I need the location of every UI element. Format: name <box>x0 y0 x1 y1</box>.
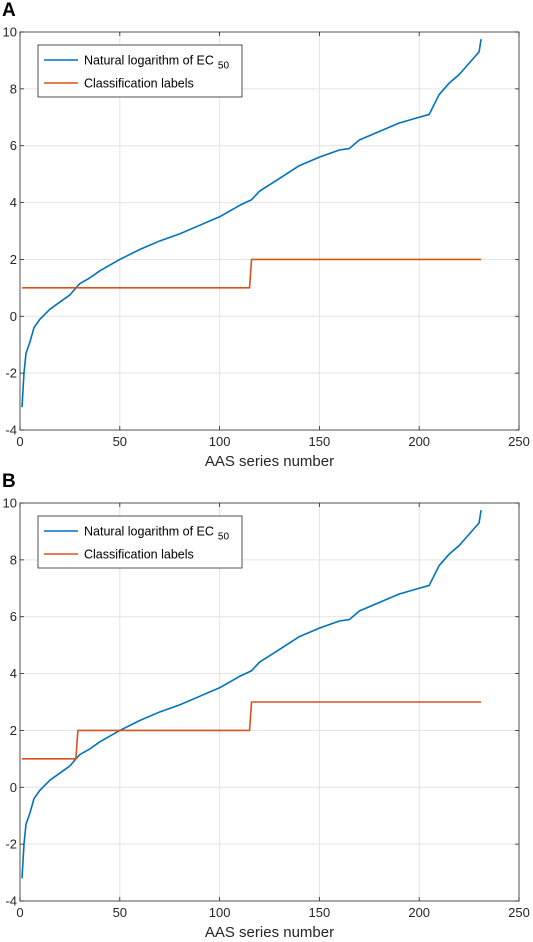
y-tick-label: 2 <box>10 252 17 267</box>
x-tick-label: 100 <box>209 434 231 449</box>
series-line-0 <box>21 38 482 408</box>
series-line-1 <box>22 701 482 760</box>
series-line-0 <box>21 509 482 879</box>
y-tick-label: 8 <box>10 81 17 96</box>
y-tick-label: 4 <box>10 666 17 681</box>
legend-label: Natural logarithm of EC 50 <box>84 54 229 72</box>
legend-box <box>37 44 243 98</box>
legend-label-subscript: 50 <box>218 61 230 72</box>
y-tick-label: 10 <box>3 25 17 40</box>
x-tick-label: 50 <box>113 434 127 449</box>
y-tick-label: 0 <box>10 309 17 324</box>
y-tick-label: 6 <box>10 609 17 624</box>
x-axis-label: AAS series number <box>205 924 334 941</box>
legend-label: Classification labels <box>84 548 194 562</box>
series-line-1 <box>22 258 482 289</box>
x-tick-label: 250 <box>508 434 530 449</box>
x-tick-label: 150 <box>309 434 331 449</box>
legend-box <box>37 515 243 569</box>
legend-label: Natural logarithm of EC 50 <box>84 525 229 543</box>
chart-panel-a: A 0 50 100 150 200 250 -4 -2 0 2 4 6 8 10 AAS series n… <box>2 0 530 471</box>
x-tick-label: 200 <box>408 434 430 449</box>
y-tick-label: 4 <box>10 195 17 210</box>
chart-panel-b: B 0 50 100 150 200 250 -4 -2 0 2 4 6 8 10 AAS series n… <box>0 471 533 942</box>
y-tick-label: -4 <box>5 894 17 909</box>
panel-letter: B <box>2 471 16 492</box>
x-tick-label: 200 <box>408 905 430 920</box>
y-tick-label: 2 <box>10 723 17 738</box>
axes-box <box>19 31 520 431</box>
x-tick-label: 250 <box>508 905 530 920</box>
x-axis-label: AAS series number <box>205 453 334 470</box>
chart-a-svg: 0 50 100 150 200 250 -4 -2 0 2 4 6 8 10 AAS series num… <box>3 25 530 471</box>
x-tick-label: 0 <box>16 905 23 920</box>
panel-letter: A <box>2 0 16 21</box>
legend-label-subscript: 50 <box>218 532 230 543</box>
plot-area <box>20 32 519 430</box>
y-tick-label: 10 <box>3 496 17 511</box>
y-tick-label: -2 <box>5 837 17 852</box>
axes-box <box>19 502 520 902</box>
legend-label: Classification labels <box>84 77 194 91</box>
x-tick-label: 100 <box>209 905 231 920</box>
y-tick-label: -2 <box>5 366 17 381</box>
y-tick-label: 0 <box>10 780 17 795</box>
x-tick-label: 50 <box>113 905 127 920</box>
x-tick-label: 150 <box>309 905 331 920</box>
y-tick-label: -4 <box>5 423 17 438</box>
x-tick-label: 0 <box>16 434 23 449</box>
y-tick-label: 8 <box>10 552 17 567</box>
chart-b-svg: 0 50 100 150 200 250 -4 -2 0 2 4 6 8 10 AAS series num… <box>3 496 530 942</box>
y-tick-label: 6 <box>10 138 17 153</box>
